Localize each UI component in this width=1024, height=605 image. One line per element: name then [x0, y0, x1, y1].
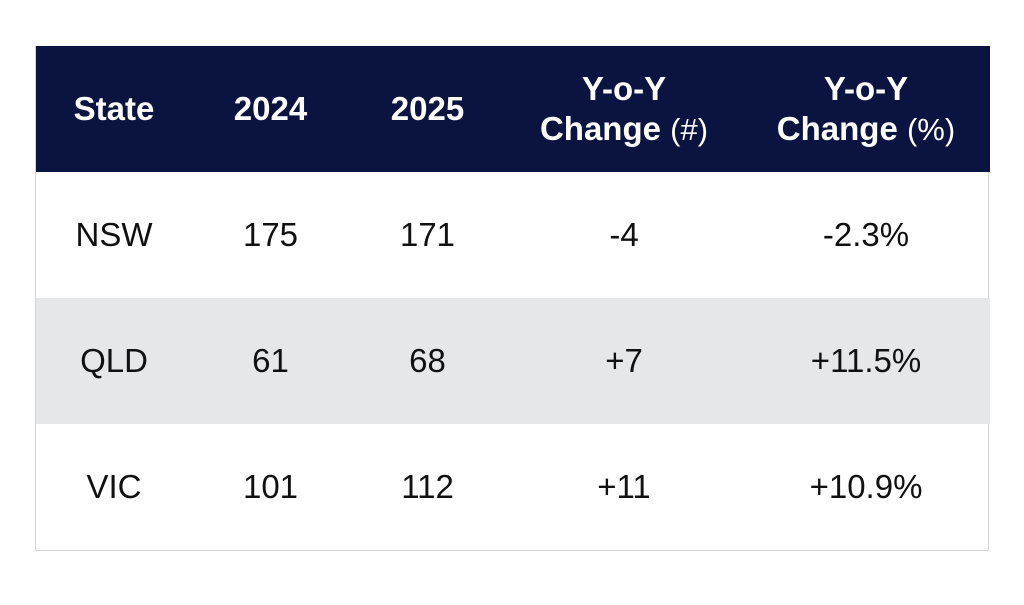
header-yoy-change-percent: Y-o-Y Change (%): [776, 69, 956, 147]
table-header: State 2024 2025 Y-o-Y Change (#) Y-o-Y C…: [36, 46, 990, 172]
cell-2025: 68: [409, 342, 446, 379]
header-state: State: [73, 90, 155, 127]
cell-state: VIC: [86, 468, 142, 505]
cell-yoy-count: +7: [605, 342, 643, 379]
table-body: NSW 175 171 -4 -2.3% QLD 61 68 +7 +11.5%…: [36, 172, 990, 550]
cell-2024: 175: [242, 216, 299, 253]
cell-2025: 112: [401, 468, 454, 505]
cell-state: NSW: [75, 216, 153, 253]
table-row-qld: QLD 61 68 +7 +11.5%: [36, 298, 990, 424]
table-row-nsw: NSW 175 171 -4 -2.3%: [36, 172, 990, 298]
cell-2024: 101: [242, 468, 299, 505]
cell-yoy-percent: +10.9%: [809, 468, 923, 505]
state-comparison-table: State 2024 2025 Y-o-Y Change (#) Y-o-Y C…: [35, 46, 990, 551]
cell-yoy-percent: +11.5%: [810, 342, 922, 379]
cell-yoy-count: +11: [597, 468, 651, 505]
data-table: State 2024 2025 Y-o-Y Change (#) Y-o-Y C…: [36, 46, 990, 550]
cell-state: QLD: [80, 342, 148, 379]
cell-2025: 171: [399, 216, 456, 253]
cell-2024: 61: [252, 342, 289, 379]
header-2024: 2024: [233, 90, 308, 127]
table-row-vic: VIC 101 112 +11 +10.9%: [36, 424, 990, 550]
header-2025: 2025: [390, 90, 465, 127]
cell-yoy-count: -4: [609, 216, 639, 253]
header-yoy-change-count: Y-o-Y Change (#): [539, 69, 709, 147]
cell-yoy-percent: -2.3%: [822, 216, 910, 253]
header-row: State 2024 2025 Y-o-Y Change (#) Y-o-Y C…: [36, 46, 990, 172]
